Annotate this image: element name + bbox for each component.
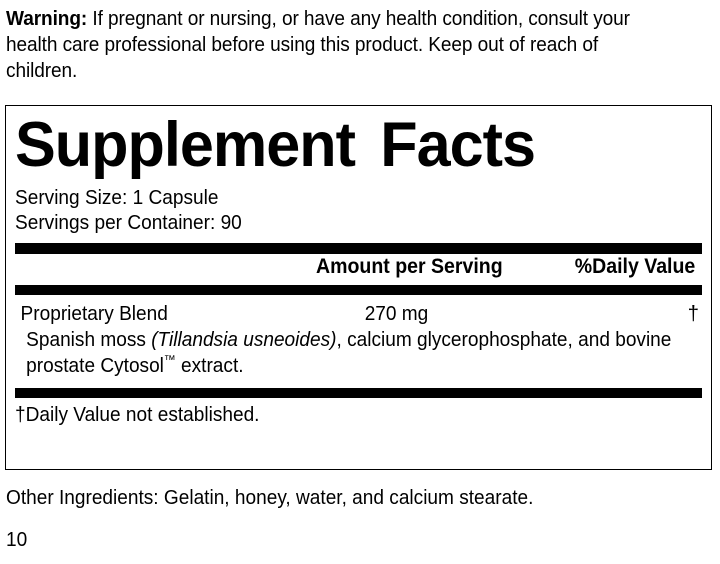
rule-top <box>15 243 702 254</box>
botanical-name: (Tillandsia usneoides) <box>151 328 337 351</box>
supplement-facts-panel: Supplement Facts Serving Size: 1 Capsule … <box>5 105 712 470</box>
spacer-above-top-rule <box>15 235 702 243</box>
trademark-icon: ™ <box>163 352 176 368</box>
page-title: Supplement Facts <box>15 112 681 178</box>
other-ingredients: Other Ingredients: Gelatin, honey, water… <box>6 486 534 509</box>
row-daily-value: † <box>687 302 699 325</box>
description-tail: extract. <box>175 354 244 377</box>
serving-size: Serving Size: 1 Capsule <box>15 186 219 209</box>
servings-per-container: Servings per Container: 90 <box>15 211 242 234</box>
row-amount: 270 mg <box>364 302 429 325</box>
row-name: Proprietary Blend <box>20 302 168 325</box>
warning-text: If pregnant or nursing, or have any heal… <box>6 7 630 82</box>
page-number: 10 <box>6 528 28 551</box>
column-headers: Amount per Serving %Daily Value <box>15 254 702 280</box>
supplement-facts-title-main: Supplement <box>15 110 356 180</box>
serving-info: Serving Size: 1 Capsule Servings per Con… <box>15 185 702 235</box>
spacer-above-bottom-rule <box>15 379 702 388</box>
rule-bottom <box>15 388 702 398</box>
table-row: Proprietary Blend 270 mg † Spanish moss … <box>15 301 702 379</box>
rule-middle <box>15 285 702 295</box>
description-pre: Spanish moss <box>26 328 152 351</box>
warning-paragraph: Warning: If pregnant or nursing, or have… <box>6 6 663 84</box>
description-post: , calcium glycerophosphate, and bovine p… <box>26 328 672 377</box>
footnote: †Daily Value not established. <box>15 403 260 426</box>
warning-label: Warning: <box>6 7 88 30</box>
column-header-daily-value: %Daily Value <box>574 255 696 278</box>
supplement-facts-title-second: Facts <box>380 110 536 180</box>
row-description: Spanish moss (Tillandsia usneoides), cal… <box>15 327 720 379</box>
column-header-amount: Amount per Serving <box>316 255 503 278</box>
